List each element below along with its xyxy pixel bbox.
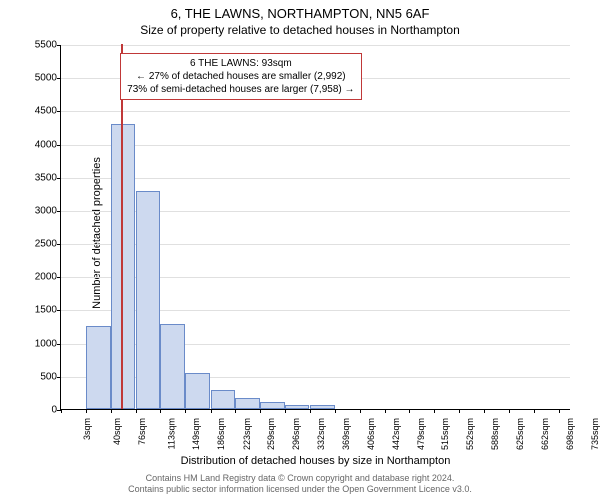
xtick-mark — [185, 409, 186, 413]
chart-container: { "title": "6, THE LAWNS, NORTHAMPTON, N… — [0, 0, 600, 500]
gridline — [61, 145, 570, 146]
xtick-label: 406sqm — [366, 418, 376, 450]
xtick-mark — [335, 409, 336, 413]
xtick-mark — [211, 409, 212, 413]
x-axis-label: Distribution of detached houses by size … — [61, 455, 570, 467]
xtick-label: 369sqm — [341, 418, 351, 450]
chart-subtitle: Size of property relative to detached ho… — [0, 21, 600, 37]
histogram-bar — [285, 405, 310, 409]
ytick-label: 3000 — [25, 205, 57, 216]
xtick-mark — [484, 409, 485, 413]
xtick-mark — [111, 409, 112, 413]
ytick-label: 500 — [25, 371, 57, 382]
xtick-label: 662sqm — [540, 418, 550, 450]
ytick-label: 4000 — [25, 139, 57, 150]
ytick-mark — [57, 45, 61, 46]
xtick-mark — [459, 409, 460, 413]
xtick-label: 332sqm — [316, 418, 326, 450]
gridline — [61, 178, 570, 179]
xtick-mark — [385, 409, 386, 413]
xtick-mark — [534, 409, 535, 413]
footer-line-2: Contains public sector information licen… — [0, 484, 600, 496]
xtick-mark — [509, 409, 510, 413]
info-box-line: ← 27% of detached houses are smaller (2,… — [127, 70, 354, 83]
xtick-mark — [434, 409, 435, 413]
histogram-bar — [235, 398, 260, 409]
xtick-label: 442sqm — [391, 418, 401, 450]
xtick-label: 76sqm — [137, 418, 147, 445]
ytick-mark — [57, 78, 61, 79]
xtick-label: 186sqm — [216, 418, 226, 450]
xtick-label: 515sqm — [440, 418, 450, 450]
ytick-mark — [57, 310, 61, 311]
xtick-mark — [310, 409, 311, 413]
xtick-label: 479sqm — [416, 418, 426, 450]
xtick-label: 698sqm — [565, 418, 575, 450]
ytick-label: 5000 — [25, 73, 57, 84]
ytick-label: 0 — [25, 405, 57, 416]
ytick-label: 4500 — [25, 106, 57, 117]
y-axis-label: Number of detached properties — [91, 157, 103, 309]
xtick-mark — [360, 409, 361, 413]
ytick-label: 1000 — [25, 338, 57, 349]
ytick-mark — [57, 178, 61, 179]
xtick-label: 735sqm — [590, 418, 600, 450]
gridline — [61, 111, 570, 112]
info-box-line: 6 THE LAWNS: 93sqm — [127, 57, 354, 70]
histogram-bar — [86, 326, 111, 409]
xtick-mark — [235, 409, 236, 413]
footer-line-1: Contains HM Land Registry data © Crown c… — [0, 473, 600, 485]
gridline — [61, 45, 570, 46]
ytick-label: 2000 — [25, 272, 57, 283]
xtick-label: 588sqm — [490, 418, 500, 450]
histogram-bar — [310, 405, 335, 409]
ytick-mark — [57, 111, 61, 112]
xtick-label: 223sqm — [242, 418, 252, 450]
xtick-mark — [285, 409, 286, 413]
ytick-mark — [57, 377, 61, 378]
ytick-mark — [57, 211, 61, 212]
histogram-bar — [185, 373, 210, 410]
xtick-mark — [409, 409, 410, 413]
histogram-bar — [160, 324, 185, 409]
xtick-label: 552sqm — [465, 418, 475, 450]
xtick-label: 113sqm — [166, 418, 176, 449]
histogram-bar — [260, 402, 285, 409]
footer-attribution: Contains HM Land Registry data © Crown c… — [0, 473, 600, 496]
plot-area: Number of detached properties Distributi… — [60, 45, 570, 410]
xtick-label: 296sqm — [291, 418, 301, 450]
xtick-label: 149sqm — [191, 418, 201, 450]
ytick-label: 3500 — [25, 172, 57, 183]
ytick-mark — [57, 145, 61, 146]
histogram-bar — [211, 390, 236, 409]
xtick-label: 3sqm — [82, 418, 92, 440]
xtick-label: 259sqm — [266, 418, 276, 450]
xtick-mark — [61, 409, 62, 413]
info-box-line: 73% of semi-detached houses are larger (… — [127, 83, 354, 96]
ytick-mark — [57, 277, 61, 278]
xtick-mark — [160, 409, 161, 413]
xtick-mark — [559, 409, 560, 413]
xtick-label: 40sqm — [112, 418, 122, 445]
ytick-label: 1500 — [25, 305, 57, 316]
xtick-mark — [86, 409, 87, 413]
histogram-bar — [136, 191, 161, 409]
xtick-mark — [136, 409, 137, 413]
property-info-box: 6 THE LAWNS: 93sqm← 27% of detached hous… — [120, 53, 361, 100]
ytick-label: 5500 — [25, 40, 57, 51]
ytick-label: 2500 — [25, 239, 57, 250]
xtick-label: 625sqm — [515, 418, 525, 450]
ytick-mark — [57, 344, 61, 345]
ytick-mark — [57, 244, 61, 245]
xtick-mark — [260, 409, 261, 413]
chart-title: 6, THE LAWNS, NORTHAMPTON, NN5 6AF — [0, 0, 600, 21]
